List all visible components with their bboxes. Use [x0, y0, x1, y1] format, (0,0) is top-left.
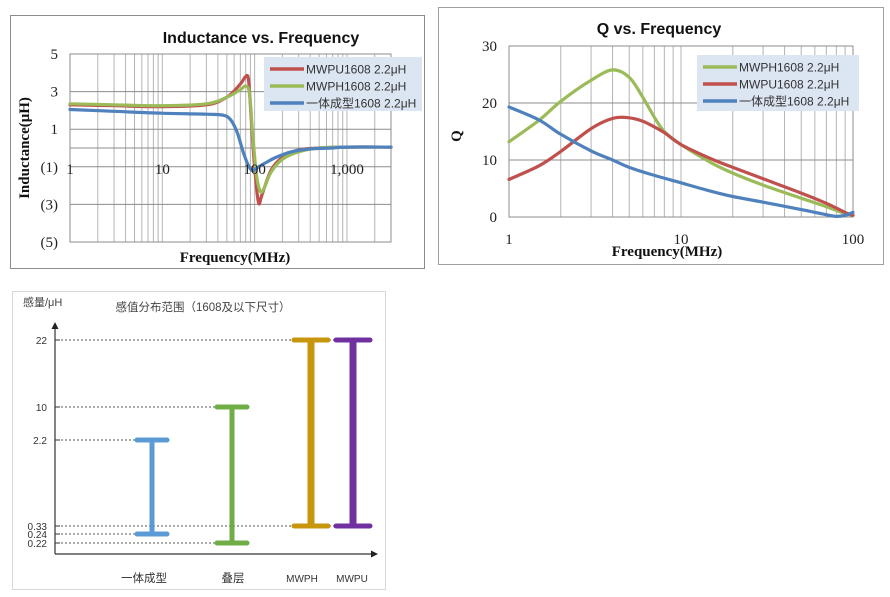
x-axis-arrow	[371, 550, 378, 558]
y-axis-label: 感量/μH	[23, 296, 62, 309]
y-tick-label: 0	[490, 210, 498, 226]
legend-label: MWPU1608 2.2μH	[739, 78, 839, 92]
x-axis-label: Frequency(MHz)	[180, 250, 291, 266]
category-label: MWPU	[336, 574, 368, 585]
inductance-chart: 5 3 1 (1) (3) (5) 1 10 100 1,000 Inductance vs. Fr…	[17, 30, 422, 266]
x-tick-label: 100	[243, 162, 266, 178]
y-tick-label: 10	[36, 403, 48, 414]
y-tick-label: 22	[36, 336, 48, 347]
category-label: 一体成型	[121, 571, 167, 585]
inductance-range-chart: 感量/μH 感值分布范围（1608及以下尺寸） 22 10 2.2 0.330.240.2…	[23, 296, 378, 585]
plot-area	[508, 45, 854, 218]
chart-title: Inductance vs. Frequency	[163, 30, 360, 47]
chart-title: 感值分布范围（1608及以下尺寸）	[115, 300, 290, 314]
y-tick-label: 0.33	[28, 522, 48, 533]
category-label: 叠层	[222, 572, 245, 585]
legend-label: MWPH1608 2.2μH	[739, 61, 839, 75]
x-tick-label: 10	[155, 162, 170, 178]
y-tick-label: 0.22	[28, 539, 48, 550]
y-axis-arrow	[51, 322, 59, 329]
x-axis-label: Frequency(MHz)	[612, 244, 723, 260]
x-tick-label: 10	[674, 232, 689, 248]
x-tick-label: 1	[505, 232, 513, 248]
y-axis-label: Inductance(μH)	[17, 97, 33, 199]
y-tick-label: 1	[51, 122, 59, 138]
y-tick-label: 20	[482, 96, 497, 112]
series-line-1	[507, 115, 855, 217]
y-tick-label: 5	[51, 47, 59, 63]
y-tick-label: 10	[482, 153, 497, 169]
legend-label: 一体成型1608 2.2μH	[739, 95, 849, 109]
y-tick-label: 0.24	[28, 530, 48, 541]
y-tick-label: 30	[482, 39, 497, 55]
y-tick-label: (1)	[41, 160, 59, 176]
y-axis-label: Q	[449, 130, 465, 142]
x-tick-label: 1	[66, 162, 74, 178]
q-chart-panel: 30 20 10 0 1 10 100 Q vs. Frequency Frequency(MH…	[438, 7, 884, 265]
legend-label: 一体成型1608 2.2μH	[306, 97, 416, 111]
inductance-chart-panel: 5 3 1 (1) (3) (5) 1 10 100 1,000 Inductance vs. Fr…	[10, 15, 425, 269]
x-tick-label: 1,000	[330, 162, 364, 178]
legend-label: MWPH1608 2.2μH	[306, 80, 406, 94]
chart-title: Q vs. Frequency	[597, 21, 722, 38]
legend-label: MWPU1608 2.2μH	[306, 63, 406, 77]
series-line-2	[507, 105, 855, 219]
y-tick-label: (3)	[41, 197, 59, 213]
x-tick-label: 100	[842, 232, 865, 248]
y-tick-label: 2.2	[33, 436, 47, 447]
category-label: MWPH	[286, 574, 318, 585]
series-line-2	[68, 107, 393, 173]
y-tick-label: (5)	[41, 235, 59, 251]
inductance-range-panel: 感量/μH 感值分布范围（1608及以下尺寸） 22 10 2.2 0.33 0.24 0.2…	[12, 291, 386, 590]
y-tick-label: 3	[51, 85, 59, 101]
